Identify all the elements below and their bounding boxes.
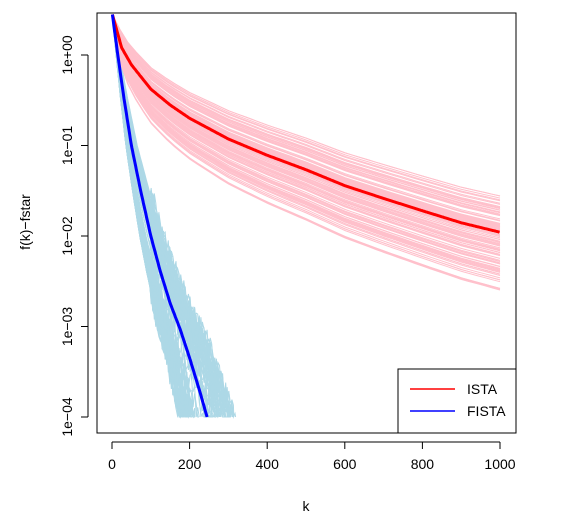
x-tick-label: 400 (256, 456, 280, 472)
legend-box (398, 369, 516, 433)
ista-runs-group (112, 15, 500, 291)
y-tick-label: 1e−03 (59, 307, 75, 347)
x-tick-label: 1000 (484, 456, 515, 472)
y-axis: 1e+00 1e−01 1e−02 1e−03 1e−04 (59, 35, 88, 437)
legend-label: ISTA (467, 381, 498, 397)
x-axis-label: k (303, 498, 311, 514)
x-tick-label: 200 (178, 456, 202, 472)
x-axis: 0 200 400 600 800 1000 (108, 442, 516, 472)
legend: ISTA FISTA (398, 369, 516, 433)
x-tick-label: 800 (411, 456, 435, 472)
y-axis-label: f(k)−fstar (17, 194, 33, 250)
y-tick-label: 1e−02 (59, 216, 75, 256)
y-tick-label: 1e−04 (59, 397, 75, 437)
y-tick-label: 1e−01 (59, 126, 75, 166)
x-tick-label: 600 (333, 456, 357, 472)
x-tick-label: 0 (108, 456, 116, 472)
legend-label: FISTA (467, 403, 506, 419)
y-tick-label: 1e+00 (59, 35, 75, 75)
